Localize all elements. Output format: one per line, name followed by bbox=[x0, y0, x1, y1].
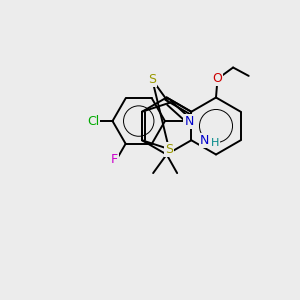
Text: N: N bbox=[184, 115, 194, 128]
Text: H: H bbox=[211, 138, 220, 148]
Text: Cl: Cl bbox=[87, 115, 99, 128]
Text: S: S bbox=[148, 74, 156, 86]
Text: S: S bbox=[165, 142, 173, 156]
Text: N: N bbox=[200, 134, 209, 147]
Text: F: F bbox=[111, 153, 118, 166]
Text: O: O bbox=[213, 72, 222, 86]
